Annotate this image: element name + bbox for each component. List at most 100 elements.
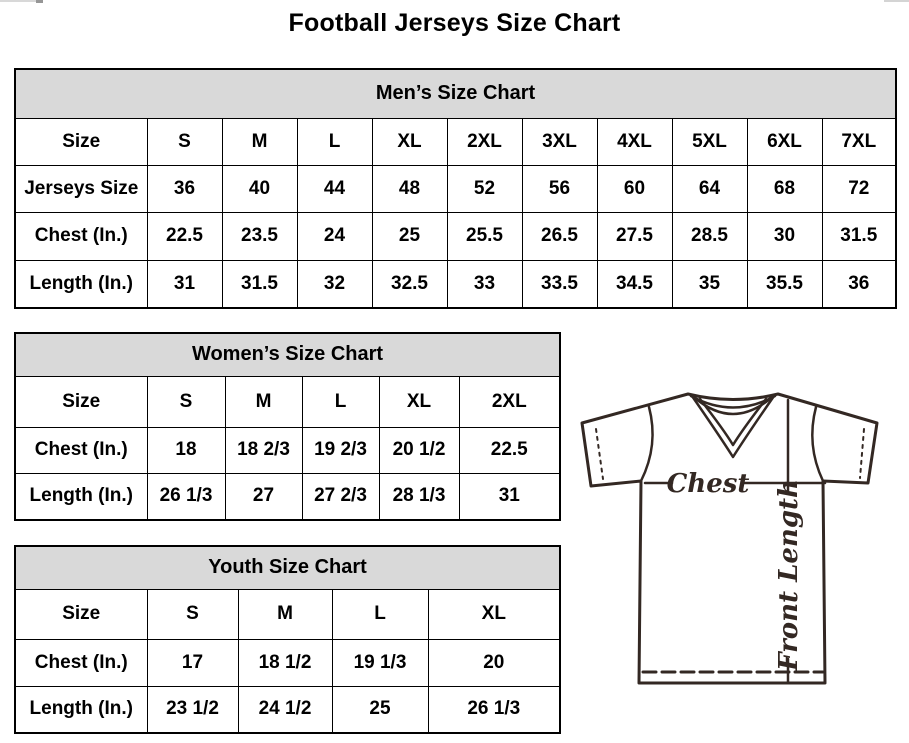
cell-value: 31 bbox=[146, 259, 223, 309]
row-label: Length (In.) bbox=[14, 472, 148, 521]
cell-value: 36 bbox=[146, 164, 223, 213]
cell-value: 35.5 bbox=[746, 259, 823, 309]
cell-value: 31.5 bbox=[221, 259, 298, 309]
cell-value: 64 bbox=[671, 164, 748, 213]
cell-value: 23 1/2 bbox=[146, 685, 239, 734]
cell-value: 33.5 bbox=[521, 259, 598, 309]
cell-value: M bbox=[237, 588, 333, 640]
cell-value: L bbox=[331, 588, 429, 640]
mens-size-table: Men’s Size Chart Size S M L XL 2XL 3XL 4XL 5XL 6XL… bbox=[14, 68, 898, 309]
cell-value: XL bbox=[378, 375, 460, 428]
cell-value: 18 bbox=[146, 426, 226, 474]
cell-value: 7XL bbox=[821, 117, 897, 166]
cell-value: 26.5 bbox=[521, 211, 598, 261]
men-table-title: Men’s Size Chart bbox=[14, 68, 897, 119]
cell-value: 18 1/2 bbox=[237, 638, 333, 687]
men-row-size: Size S M L XL 2XL 3XL 4XL 5XL 6XL 7XL bbox=[14, 117, 897, 166]
cell-value: 23.5 bbox=[221, 211, 298, 261]
row-label: Size bbox=[14, 117, 148, 166]
chest-label: Chest bbox=[667, 469, 750, 499]
cell-value: 22.5 bbox=[146, 211, 223, 261]
youth-row-chest-in: Chest (In.) 17 18 1/2 19 1/3 20 bbox=[14, 638, 561, 687]
cell-value: 31 bbox=[458, 472, 561, 521]
cell-value: 36 bbox=[821, 259, 897, 309]
cell-value: 19 2/3 bbox=[301, 426, 380, 474]
youth-row-length-in: Length (In.) 23 1/2 24 1/2 25 26 1/3 bbox=[14, 685, 561, 734]
row-label: Length (In.) bbox=[14, 259, 148, 309]
cell-value: L bbox=[296, 117, 373, 166]
youth-table-header-row: Youth Size Chart bbox=[14, 545, 561, 590]
cell-value: 19 1/3 bbox=[331, 638, 429, 687]
cell-value: 34.5 bbox=[596, 259, 673, 309]
cell-value: 27.5 bbox=[596, 211, 673, 261]
row-label: Size bbox=[14, 588, 148, 640]
womens-size-table: Women’s Size Chart Size S M L XL 2XL Chest (In.… bbox=[14, 332, 562, 521]
cell-value: 27 2/3 bbox=[301, 472, 380, 521]
cell-value: 31.5 bbox=[821, 211, 897, 261]
cell-value: 3XL bbox=[521, 117, 598, 166]
cell-value: 44 bbox=[296, 164, 373, 213]
women-row-length-in: Length (In.) 26 1/3 27 27 2/3 28 1/3 31 bbox=[14, 472, 561, 521]
men-row-jerseys-size: Jerseys Size 36 40 44 48 52 56 60 64 68 72 bbox=[14, 164, 897, 213]
cell-value: 2XL bbox=[446, 117, 523, 166]
cell-value: 48 bbox=[371, 164, 448, 213]
cell-value: 56 bbox=[521, 164, 598, 213]
cell-value: 17 bbox=[146, 638, 239, 687]
men-row-chest-in: Chest (In.) 22.5 23.5 24 25 25.5 26.5 27.5 28.5 3… bbox=[14, 211, 897, 261]
page-title: Football Jerseys Size Chart bbox=[288, 9, 621, 37]
cell-value: 24 1/2 bbox=[237, 685, 333, 734]
cell-value: 25 bbox=[371, 211, 448, 261]
cell-value: 28 1/3 bbox=[378, 472, 460, 521]
cell-value: 33 bbox=[446, 259, 523, 309]
cuff-stitch-right bbox=[859, 428, 865, 479]
cell-value: 30 bbox=[746, 211, 823, 261]
youth-row-size: Size S M L XL bbox=[14, 588, 561, 640]
screen-edge-artifact-left bbox=[0, 0, 36, 2]
front-length-label: Front Length bbox=[774, 479, 804, 672]
cell-value: 28.5 bbox=[671, 211, 748, 261]
cell-value: 27 bbox=[224, 472, 303, 521]
men-table-header-row: Men’s Size Chart bbox=[14, 68, 897, 119]
cell-value: 24 bbox=[296, 211, 373, 261]
cell-value: XL bbox=[427, 588, 561, 640]
cuff-stitch-left bbox=[595, 428, 604, 480]
cell-value: S bbox=[146, 375, 226, 428]
cell-value: 26 1/3 bbox=[146, 472, 226, 521]
cell-value: 5XL bbox=[671, 117, 748, 166]
vneck-outer-line bbox=[690, 394, 776, 459]
men-row-length-in: Length (In.) 31 31.5 32 32.5 33 33.5 34.5 35 35.5… bbox=[14, 259, 897, 309]
cell-value: 6XL bbox=[746, 117, 823, 166]
row-label: Jerseys Size bbox=[14, 164, 148, 213]
women-row-chest-in: Chest (In.) 18 18 2/3 19 2/3 20 1/2 22.5 bbox=[14, 426, 561, 474]
cell-value: 18 2/3 bbox=[224, 426, 303, 474]
cell-value: M bbox=[224, 375, 303, 428]
cell-value: M bbox=[221, 117, 298, 166]
cell-value: 22.5 bbox=[458, 426, 561, 474]
cell-value: 32 bbox=[296, 259, 373, 309]
cell-value: 35 bbox=[671, 259, 748, 309]
cell-value: 40 bbox=[221, 164, 298, 213]
cell-value: 60 bbox=[596, 164, 673, 213]
screen-edge-artifact-right bbox=[884, 0, 909, 2]
cell-value: 68 bbox=[746, 164, 823, 213]
cell-value: 20 bbox=[427, 638, 561, 687]
cell-value: 25.5 bbox=[446, 211, 523, 261]
cell-value: XL bbox=[371, 117, 448, 166]
cell-value: 20 1/2 bbox=[378, 426, 460, 474]
youth-size-table: Youth Size Chart Size S M L XL Chest (In.) 17 18… bbox=[14, 545, 562, 734]
jersey-measurement-diagram: Chest Front Length bbox=[580, 392, 879, 685]
cell-value: 32.5 bbox=[371, 259, 448, 309]
cell-value: 26 1/3 bbox=[427, 685, 561, 734]
cell-value: 2XL bbox=[458, 375, 561, 428]
row-label: Size bbox=[14, 375, 148, 428]
row-label: Chest (In.) bbox=[14, 638, 148, 687]
women-row-size: Size S M L XL 2XL bbox=[14, 375, 561, 428]
youth-table-title: Youth Size Chart bbox=[14, 545, 561, 590]
women-table-header-row: Women’s Size Chart bbox=[14, 332, 561, 377]
vneck-inner-line bbox=[698, 397, 768, 447]
cell-value: 4XL bbox=[596, 117, 673, 166]
cell-value: 72 bbox=[821, 164, 897, 213]
row-label: Chest (In.) bbox=[14, 426, 148, 474]
armhole-seam-left bbox=[639, 405, 654, 483]
screen-edge-artifact-left-dark bbox=[36, 0, 43, 3]
